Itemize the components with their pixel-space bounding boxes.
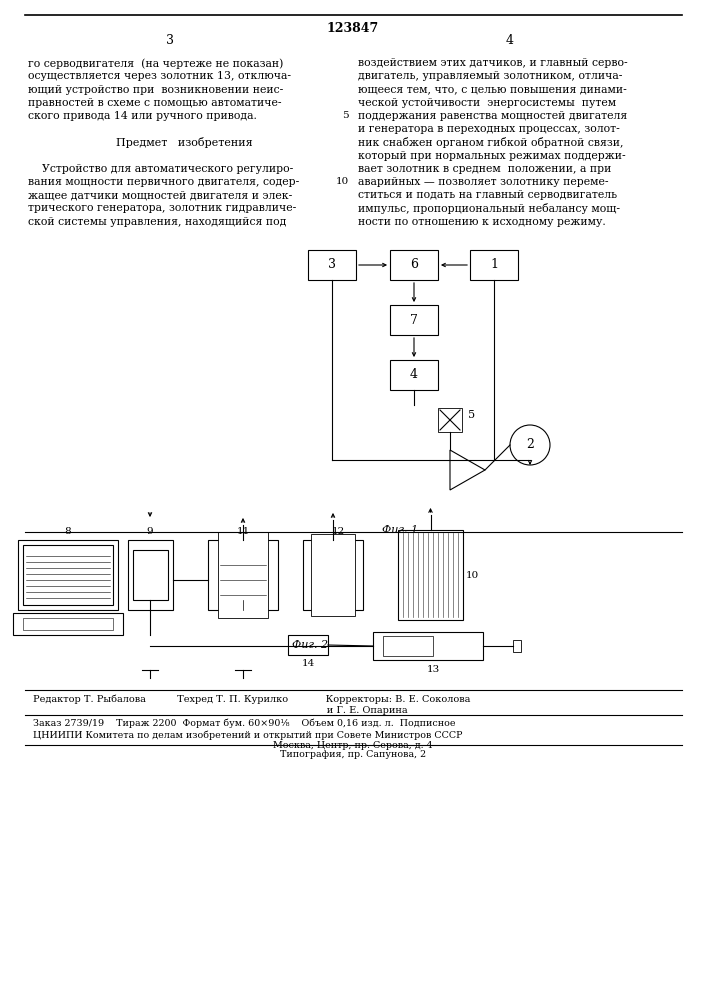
Text: воздействием этих датчиков, и главный серво-: воздействием этих датчиков, и главный се… (358, 58, 628, 68)
Text: который при нормальных режимах поддержи-: который при нормальных режимах поддержи- (358, 151, 626, 161)
Text: трического генератора, золотник гидравличе-: трического генератора, золотник гидравли… (28, 203, 296, 213)
Text: 1: 1 (490, 258, 498, 271)
Bar (303, 540, 363, 610)
Bar (128, 540, 173, 610)
Text: Типография, пр. Сапунова, 2: Типография, пр. Сапунова, 2 (280, 750, 426, 759)
Circle shape (510, 425, 550, 465)
Bar (390, 360, 438, 390)
Text: 123847: 123847 (327, 22, 379, 35)
Text: Устройство для автоматического регулиро-: Устройство для автоматического регулиро- (28, 164, 293, 174)
Text: 13: 13 (426, 665, 440, 674)
Bar (398, 530, 463, 620)
Text: двигатель, управляемый золотником, отлича-: двигатель, управляемый золотником, отлич… (358, 71, 622, 81)
Bar (13, 613, 123, 635)
Text: импульс, пропорциональный небалансу мощ-: импульс, пропорциональный небалансу мощ- (358, 203, 620, 214)
Text: 10: 10 (336, 177, 349, 186)
Bar (390, 250, 438, 280)
Bar (390, 305, 438, 335)
Text: го серводвигателя  (на чертеже не показан): го серводвигателя (на чертеже не показан… (28, 58, 284, 69)
Text: 4: 4 (506, 34, 514, 47)
Text: аварийных — позволяет золотнику переме-: аварийных — позволяет золотнику переме- (358, 177, 609, 187)
Text: 5: 5 (468, 410, 475, 420)
Text: ник снабжен органом гибкой обратной связи,: ник снабжен органом гибкой обратной связ… (358, 137, 624, 148)
Text: жащее датчики мощностей двигателя и элек-: жащее датчики мощностей двигателя и элек… (28, 190, 292, 200)
Bar (438, 408, 462, 432)
Text: ности по отношению к исходному режиму.: ности по отношению к исходному режиму. (358, 217, 606, 227)
Text: вания мощности первичного двигателя, содер-: вания мощности первичного двигателя, сод… (28, 177, 299, 187)
Text: 12: 12 (332, 527, 344, 536)
Text: 8: 8 (64, 527, 71, 536)
Bar (23, 618, 113, 630)
Text: и генератора в переходных процессах, золот-: и генератора в переходных процессах, зол… (358, 124, 620, 134)
Text: 3: 3 (166, 34, 174, 47)
Text: Редактор Т. Рыбалова          Техред Т. П. Курилко            Корректоры: В. Е. : Редактор Т. Рыбалова Техред Т. П. Курилк… (33, 694, 470, 704)
Bar (373, 632, 483, 660)
Text: Заказ 2739/19    Тираж 2200  Формат бум. 60×90¹⁄₈    Объем 0,16 изд. л.  Подписн: Заказ 2739/19 Тираж 2200 Формат бум. 60×… (33, 719, 455, 728)
Text: 2: 2 (526, 438, 534, 452)
Bar (208, 540, 278, 610)
Bar (513, 640, 521, 652)
Text: вает золотник в среднем  положении, а при: вает золотник в среднем положении, а при (358, 164, 612, 174)
Text: ющий устройство при  возникновении неис-: ющий устройство при возникновении неис- (28, 85, 284, 95)
Text: ческой устойчивости  энергосистемы  путем: ческой устойчивости энергосистемы путем (358, 98, 616, 108)
Bar (288, 635, 328, 655)
Bar (311, 534, 355, 616)
Text: ской системы управления, находящийся под: ской системы управления, находящийся под (28, 217, 286, 227)
Bar (133, 550, 168, 600)
Text: осуществляется через золотник 13, отключа-: осуществляется через золотник 13, отключ… (28, 71, 291, 81)
Text: Предмет   изобретения: Предмет изобретения (116, 137, 252, 148)
Bar (18, 540, 118, 610)
Text: 14: 14 (301, 659, 315, 668)
Text: Фиг. 1: Фиг. 1 (382, 525, 418, 535)
Text: и Г. Е. Опарина: и Г. Е. Опарина (33, 706, 408, 715)
Bar (218, 532, 268, 618)
Bar (470, 250, 518, 280)
Text: Фиг. 2: Фиг. 2 (292, 640, 328, 650)
Text: 3: 3 (328, 258, 336, 271)
Bar (23, 545, 113, 605)
Text: 4: 4 (410, 368, 418, 381)
Text: правностей в схеме с помощью автоматиче-: правностей в схеме с помощью автоматиче- (28, 98, 281, 108)
Text: Москва, Центр, пр. Серова, д. 4: Москва, Центр, пр. Серова, д. 4 (273, 741, 433, 750)
Text: 10: 10 (466, 570, 479, 580)
Text: 9: 9 (146, 527, 153, 536)
Text: 5: 5 (342, 111, 349, 120)
Bar (308, 250, 356, 280)
Text: ского привода 14 или ручного привода.: ского привода 14 или ручного привода. (28, 111, 257, 121)
Text: поддержания равенства мощностей двигателя: поддержания равенства мощностей двигател… (358, 111, 627, 121)
Text: ститься и подать на главный серводвигатель: ститься и подать на главный серводвигате… (358, 190, 617, 200)
Text: 6: 6 (410, 258, 418, 271)
Text: 7: 7 (410, 314, 418, 326)
Text: ЦНИИПИ Комитета по делам изобретений и открытий при Совете Министров СССР: ЦНИИПИ Комитета по делам изобретений и о… (33, 730, 462, 740)
Text: ющееся тем, что, с целью повышения динами-: ющееся тем, что, с целью повышения динам… (358, 85, 626, 95)
Bar (383, 636, 433, 656)
Text: 11: 11 (236, 527, 250, 536)
